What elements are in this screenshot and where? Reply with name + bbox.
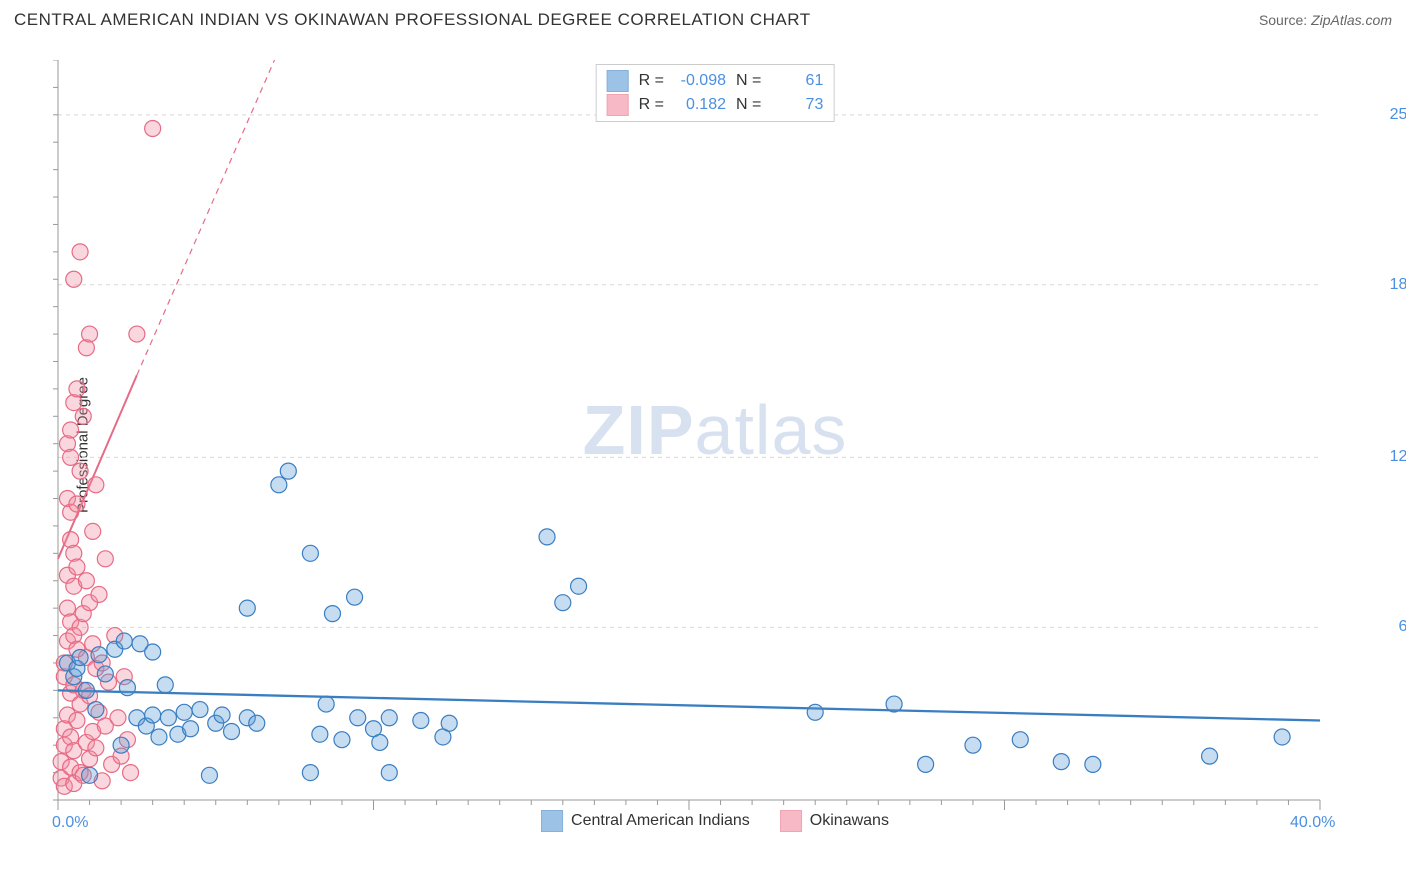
r-value-series-2: 0.182 [674,93,726,117]
y-tick-label: 12.5% [1390,448,1406,466]
y-tick-label: 18.8% [1390,276,1406,294]
n-value-series-2: 73 [771,93,823,117]
x-axis-min-label: 0.0% [52,814,88,832]
correlation-row-2: R = 0.182 N = 73 [607,93,824,117]
source-attribution: Source: ZipAtlas.com [1259,12,1392,28]
x-axis-max-label: 40.0% [1290,814,1335,832]
legend-label-series-1: Central American Indians [571,812,750,830]
legend-item-series-2: Okinawans [780,810,889,832]
r-label: R = [639,69,664,93]
chart-area: Professional Degree ZIPatlas R = -0.098 … [50,60,1380,830]
n-label: N = [736,69,761,93]
source-label: Source: [1259,12,1307,28]
r-value-series-1: -0.098 [674,69,726,93]
legend-item-series-1: Central American Indians [541,810,750,832]
scatter-plot [50,60,1380,830]
chart-title: CENTRAL AMERICAN INDIAN VS OKINAWAN PROF… [14,10,811,30]
legend-label-series-2: Okinawans [810,812,889,830]
legend-swatch-series-2 [780,810,802,832]
n-label: N = [736,93,761,117]
source-value: ZipAtlas.com [1311,12,1392,28]
n-value-series-1: 61 [771,69,823,93]
y-tick-label: 25.0% [1390,106,1406,124]
correlation-legend: R = -0.098 N = 61 R = 0.182 N = 73 [596,64,835,122]
r-label: R = [639,93,664,117]
correlation-row-1: R = -0.098 N = 61 [607,69,824,93]
legend-swatch-series-1 [541,810,563,832]
series-legend: Central American Indians Okinawans [541,810,889,832]
legend-swatch-series-1 [607,70,629,92]
y-tick-label: 6.3% [1399,618,1406,636]
legend-swatch-series-2 [607,94,629,116]
